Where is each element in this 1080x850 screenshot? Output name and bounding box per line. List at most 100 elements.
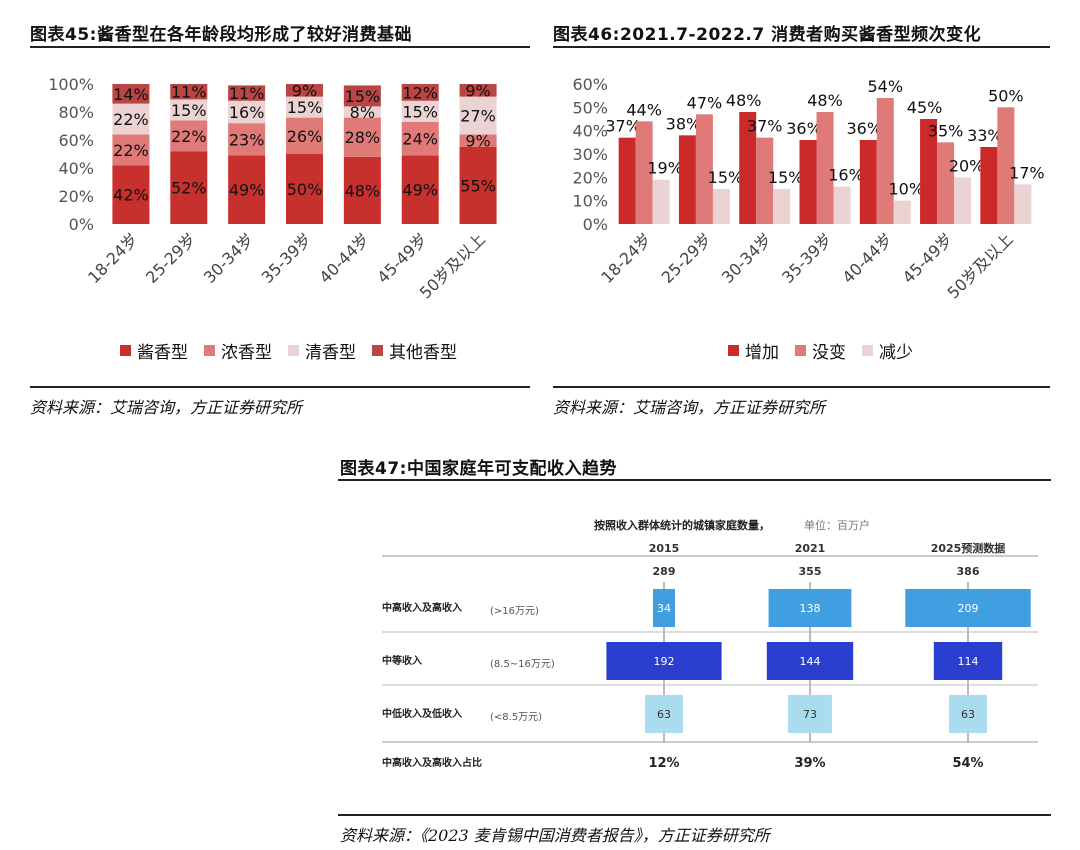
grouped-bar <box>920 119 938 224</box>
income-bar <box>905 589 1031 627</box>
grouped-bar <box>893 200 911 224</box>
stacked-bar-segment <box>285 84 324 97</box>
data-label: 54% <box>868 77 904 96</box>
grouped-bar <box>652 179 670 224</box>
data-label: 19% <box>647 159 683 178</box>
bar-value-label: 34 <box>657 602 671 615</box>
data-label: 50% <box>287 180 323 199</box>
x-tick-label: 30-34岁 <box>200 229 258 287</box>
row-label: 中等收入 <box>382 654 422 667</box>
row-label: 中低收入及低收入 <box>382 707 462 720</box>
left-legend-item: 其他香型 <box>372 338 457 363</box>
data-label: 33% <box>967 126 1003 145</box>
data-label: 45% <box>907 98 943 117</box>
grouped-bar <box>997 107 1015 224</box>
data-label: 28% <box>345 128 381 147</box>
data-label: 35% <box>928 121 964 140</box>
data-label: 16% <box>229 103 265 122</box>
x-tick-label: 45-49岁 <box>373 229 431 287</box>
right-chart-title: 图表46:2021.7-2022.7 消费者购买酱香型频次变化 <box>553 25 982 45</box>
share-value: 39% <box>794 756 825 771</box>
data-label: 50% <box>988 86 1024 105</box>
column-header: 2025预测数据 <box>931 541 1006 555</box>
legend-label: 清香型 <box>305 343 356 363</box>
grouped-bar <box>739 112 757 224</box>
data-label: 37% <box>747 117 783 136</box>
x-tick-label: 30-34岁 <box>718 229 776 287</box>
y-tick-label: 50% <box>572 98 608 117</box>
data-label: 15% <box>708 168 744 187</box>
data-label: 22% <box>113 110 149 129</box>
stacked-bar-segment <box>343 106 381 118</box>
data-label: 27% <box>460 107 496 126</box>
left-chart-title: 图表45:酱香型在各年龄段均形成了较好消费基础 <box>30 25 412 45</box>
legend-label: 没变 <box>812 343 846 363</box>
right-legend-item: 增加 <box>728 338 779 363</box>
y-tick-label: 20% <box>58 187 94 206</box>
legend-label: 减少 <box>879 343 913 363</box>
bar-value-label: 138 <box>800 602 821 615</box>
legend-label: 浓香型 <box>221 343 272 363</box>
x-tick-label: 40-44岁 <box>316 229 374 287</box>
bar-value-label: 63 <box>961 708 975 721</box>
right-bottom-rule <box>553 386 1050 388</box>
data-label: 9% <box>292 81 317 100</box>
grouped-bar <box>756 137 774 224</box>
data-label: 55% <box>460 177 496 196</box>
bar-value-label: 209 <box>958 602 979 615</box>
data-label: 49% <box>402 181 438 200</box>
stacked-bar-segment <box>285 96 324 118</box>
row-label: 中高收入及高收入 <box>382 601 462 614</box>
right-legend-item: 减少 <box>862 338 913 363</box>
data-label: 9% <box>465 132 490 151</box>
grouped-bar <box>876 98 894 224</box>
legend-swatch <box>728 345 739 356</box>
legend-label: 增加 <box>745 343 779 363</box>
y-tick-label: 0% <box>583 215 608 234</box>
legend-label: 酱香型 <box>137 343 188 363</box>
stacked-bar-segment <box>343 85 381 107</box>
left-legend-item: 酱香型 <box>120 338 188 363</box>
stacked-bar-segment <box>112 134 150 166</box>
stacked-bar-segment <box>401 84 439 101</box>
right-legend: 增加 没变 减少 <box>728 338 913 363</box>
x-tick-label: 25-29岁 <box>658 229 716 287</box>
stacked-bar-segment <box>343 156 381 224</box>
income-bar <box>788 695 832 733</box>
column-header: 2021 <box>795 542 826 555</box>
x-tick-label: 35-39岁 <box>258 229 316 287</box>
y-tick-label: 100% <box>48 75 94 94</box>
income-distribution-chart: 按照收入群体统计的城镇家庭数量， 单位：百万户 2015 289 2021 355 2025… <box>382 518 1038 771</box>
stacked-bar-segment <box>459 96 497 135</box>
y-tick-label: 60% <box>572 75 608 94</box>
data-label: 20% <box>949 156 985 175</box>
bar-value-label: 114 <box>958 655 979 668</box>
bottom-source: 资料来源：《2023 麦肯锡中国消费者报告》，方正证券研究所 <box>340 826 770 845</box>
data-label: 22% <box>113 141 149 160</box>
data-label: 9% <box>465 81 490 100</box>
stacked-bar-segment <box>459 134 497 147</box>
subtitle: 按照收入群体统计的城镇家庭数量， <box>594 518 770 532</box>
y-tick-label: 20% <box>572 168 608 187</box>
data-label: 17% <box>1009 163 1045 182</box>
grouped-bar <box>618 137 636 224</box>
legend-swatch <box>288 345 299 356</box>
x-tick-label: 45-49岁 <box>899 229 957 287</box>
bottom-title-rule <box>338 479 1051 481</box>
bottom-chart-title: 图表47:中国家庭年可支配收入趋势 <box>340 459 617 479</box>
grouped-bar <box>799 140 817 224</box>
legend-swatch <box>795 345 806 356</box>
legend-swatch <box>120 345 131 356</box>
stacked-bar-segment <box>112 103 150 135</box>
grouped-bar <box>859 140 877 224</box>
data-label: 22% <box>171 127 207 146</box>
share-value: 12% <box>648 756 679 771</box>
stacked-bar-segment <box>112 165 150 224</box>
x-tick-label: 35-39岁 <box>778 229 836 287</box>
stacked-bar-segment <box>170 84 208 100</box>
stacked-bar-segment <box>285 117 324 154</box>
grouped-bar <box>954 177 972 224</box>
income-bar <box>766 642 854 680</box>
row-range: (8.5~16万元) <box>490 659 555 670</box>
stacked-bar-segment <box>401 100 439 122</box>
